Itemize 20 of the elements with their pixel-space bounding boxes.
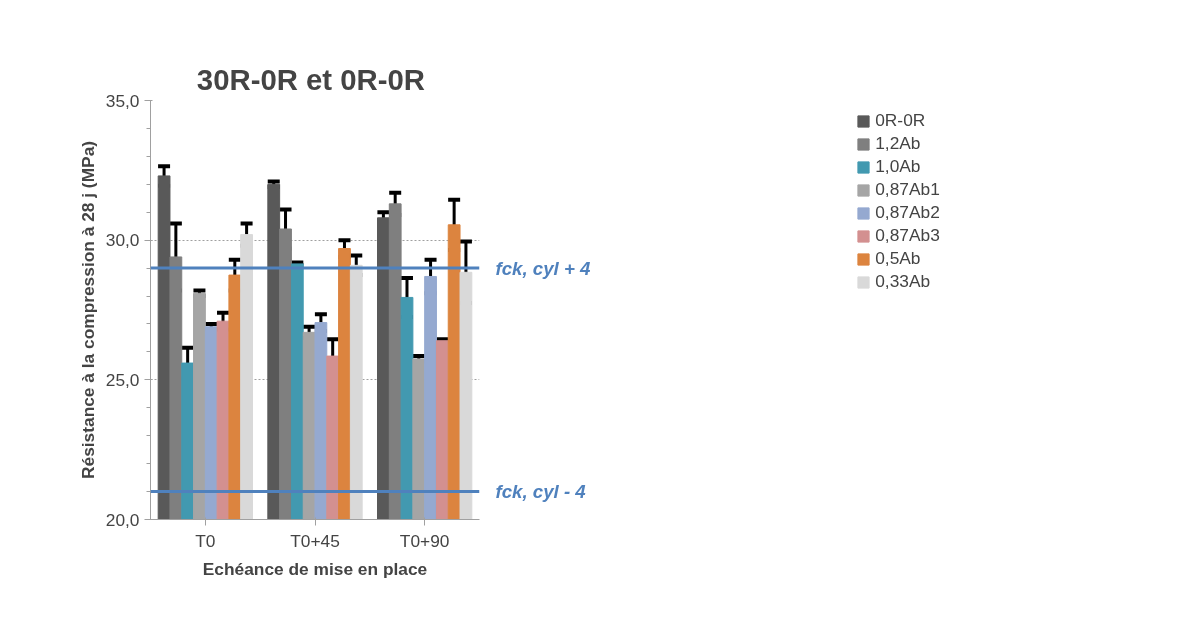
legend-label: 0,87Ab1 bbox=[875, 179, 940, 200]
ref-line-label: fck, cyl + 4 bbox=[495, 257, 592, 279]
x-axis-title: Echéance de mise en place bbox=[202, 558, 428, 579]
legend-label: 1,2Ab bbox=[875, 133, 921, 154]
y-tick-label: 30,0 bbox=[105, 230, 140, 251]
x-tick-label: T0+90 bbox=[399, 530, 450, 551]
y-tick-label: 20,0 bbox=[105, 509, 140, 530]
x-tick-label: T0 bbox=[195, 530, 216, 551]
legend-label: 0,5Ab bbox=[875, 248, 921, 269]
chart-title: 30R-0R et 0R-0R bbox=[196, 62, 426, 96]
legend-label: 0,87Ab3 bbox=[875, 225, 940, 246]
ref-line-label: fck, cyl - 4 bbox=[495, 481, 587, 503]
y-tick-label: 35,0 bbox=[105, 90, 140, 111]
legend-label: 0R-0R bbox=[875, 110, 926, 131]
legend-label: 1,0Ab bbox=[875, 156, 921, 177]
y-axis-title: Résistance à la compression à 28 j (MPa) bbox=[77, 140, 98, 480]
legend-label: 0,33Ab bbox=[875, 271, 931, 292]
y-tick-label: 25,0 bbox=[105, 369, 140, 390]
legend-label: 0,87Ab2 bbox=[875, 202, 940, 223]
x-tick-label: T0+45 bbox=[290, 530, 340, 551]
